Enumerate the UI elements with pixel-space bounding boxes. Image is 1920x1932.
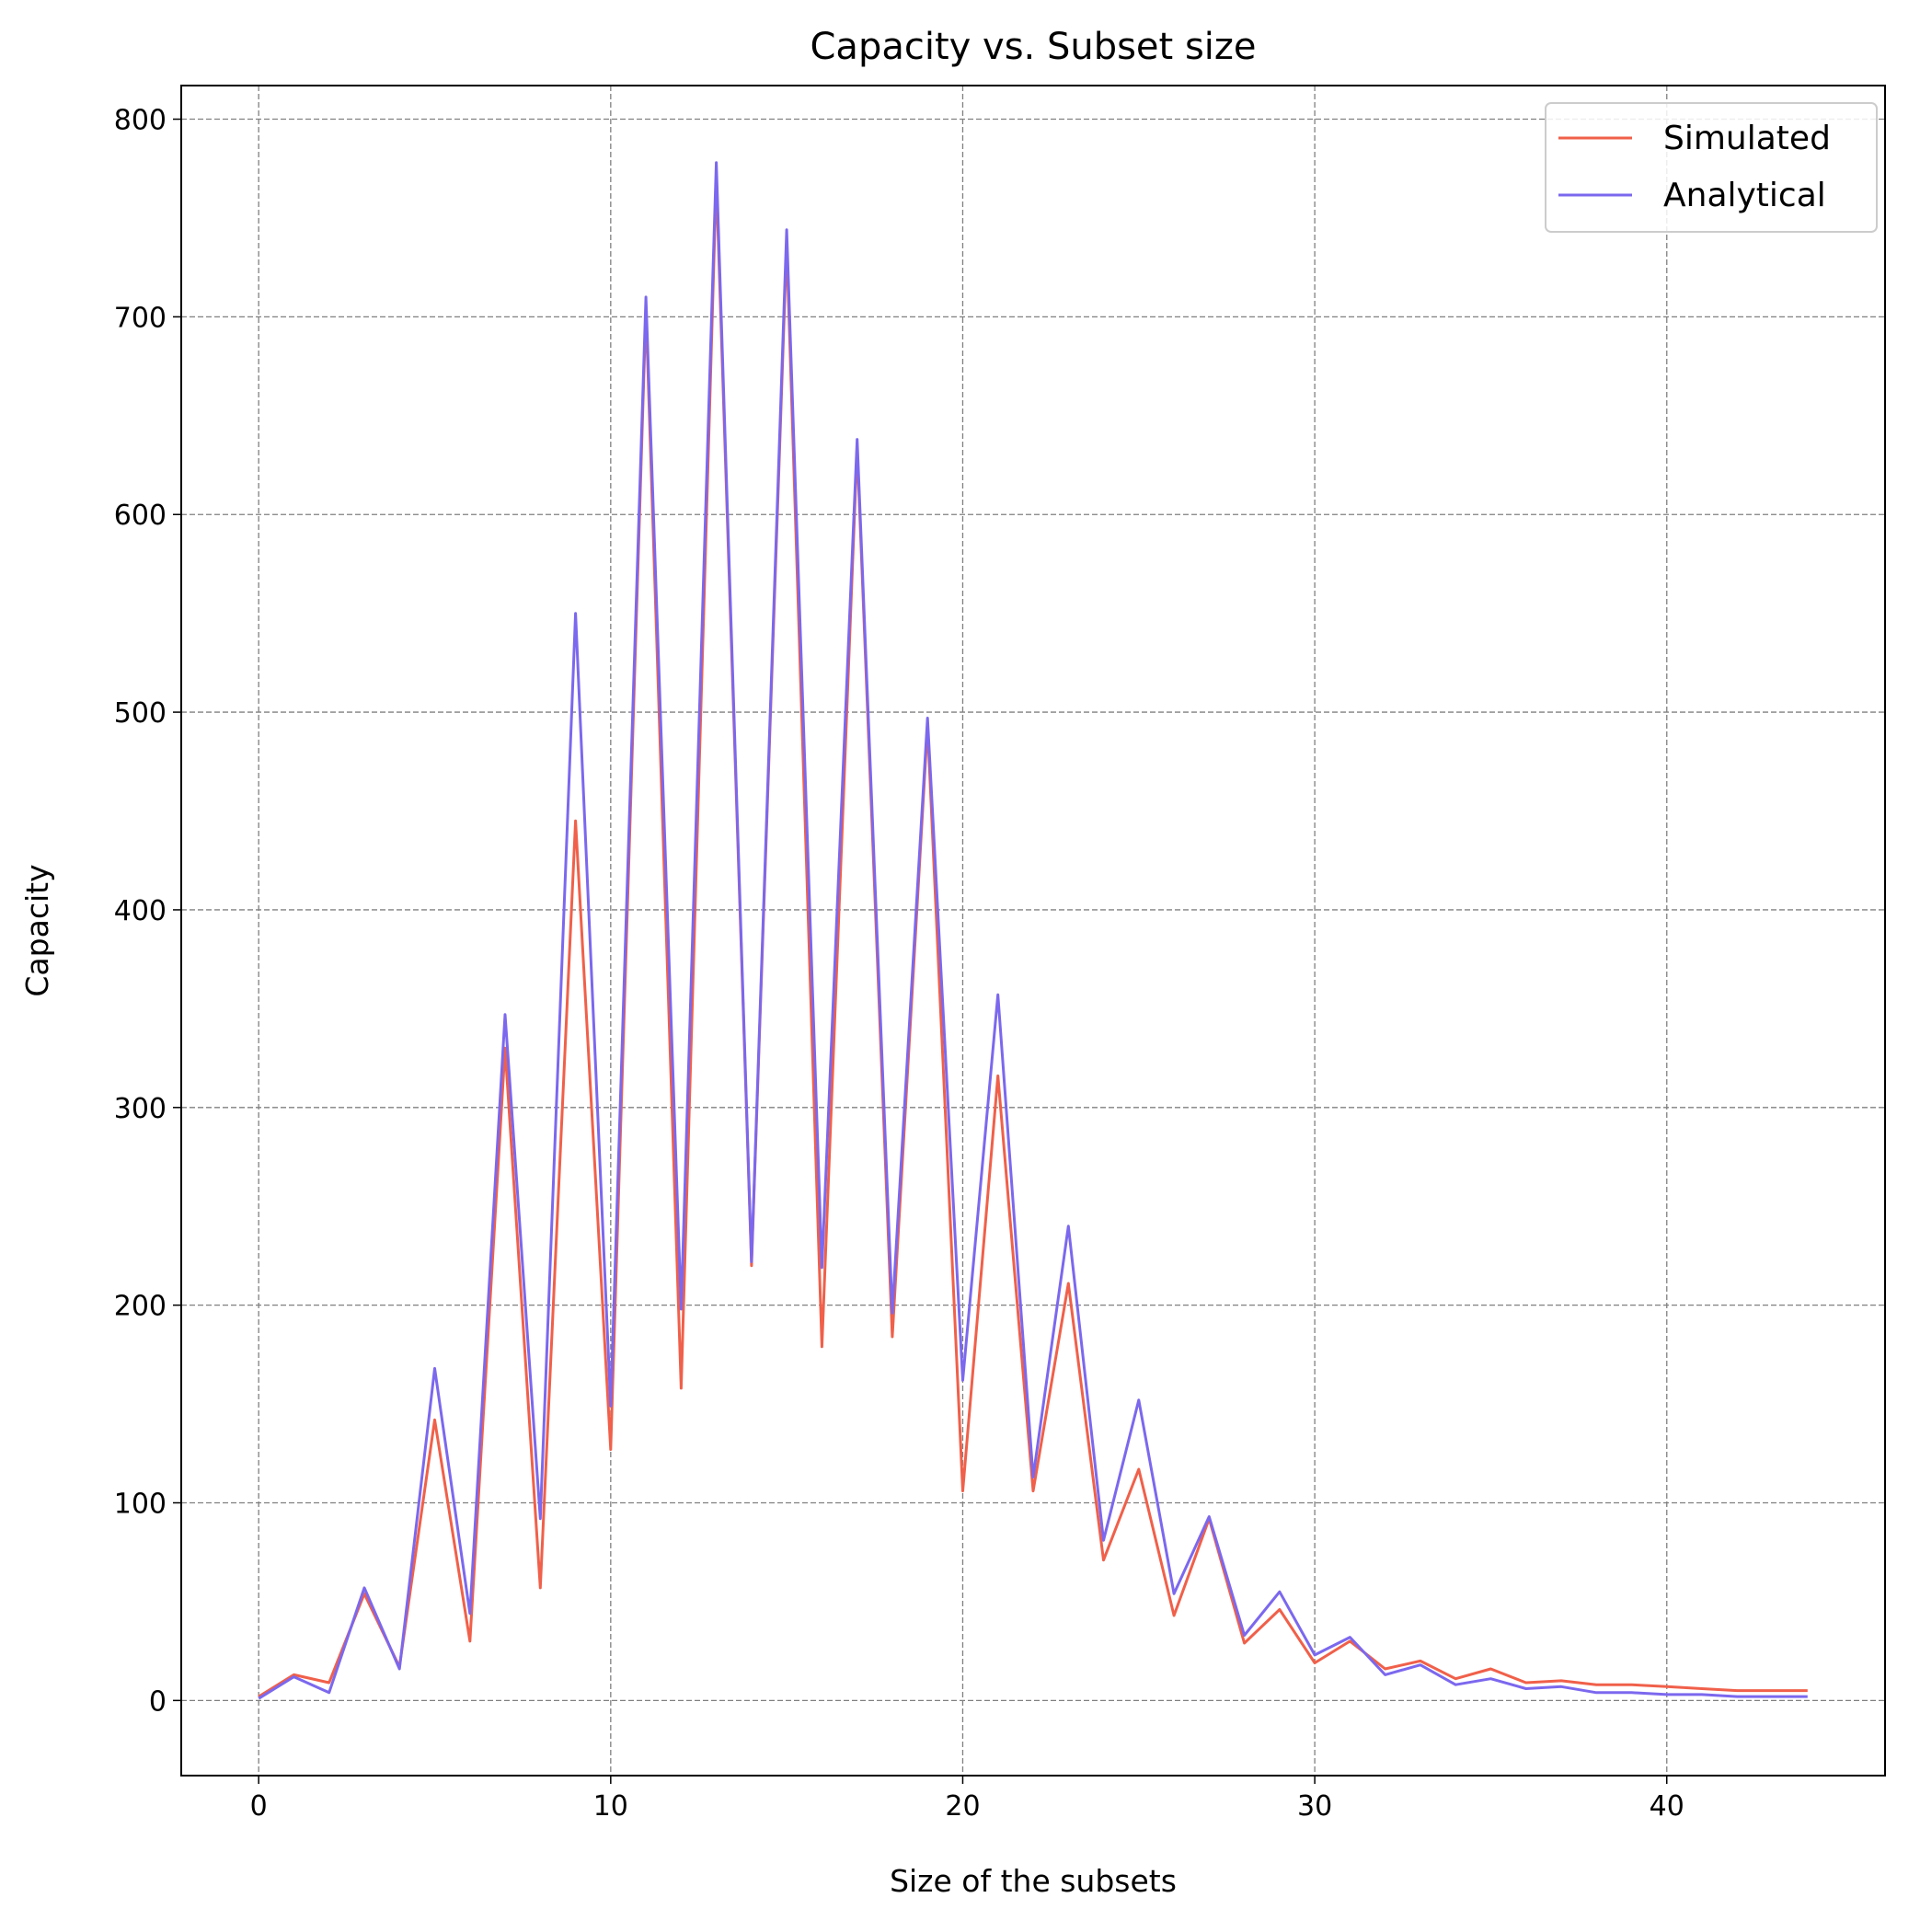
- grid-lines: [181, 86, 1885, 1776]
- x-tick-label: 0: [250, 1790, 268, 1823]
- legend-label-simulated: Simulated: [1663, 120, 1831, 157]
- series-line-analytical: [258, 161, 1808, 1700]
- x-axis-title: Size of the subsets: [890, 1863, 1177, 1899]
- y-tick-label: 200: [114, 1291, 167, 1323]
- y-tick-label: 400: [114, 895, 167, 927]
- series-line-simulated: [258, 177, 1808, 1698]
- y-tick-label: 0: [149, 1685, 167, 1718]
- legend: Simulated Analytical: [1545, 102, 1878, 233]
- legend-label-analytical: Analytical: [1663, 177, 1826, 214]
- plot-frame: [180, 85, 1886, 1777]
- legend-box: [1545, 102, 1878, 233]
- x-tick-label: 20: [945, 1790, 980, 1823]
- x-tick-label: 10: [593, 1790, 628, 1823]
- y-tick-label: 600: [114, 500, 167, 532]
- series-lines: [258, 161, 1808, 1700]
- chart-title: Capacity vs. Subset size: [811, 26, 1257, 68]
- y-tick-label: 100: [114, 1489, 167, 1521]
- y-tick-label: 300: [114, 1093, 167, 1125]
- y-tick-label: 500: [114, 697, 167, 730]
- y-tick-label: 800: [114, 105, 167, 137]
- x-tick-label: 30: [1297, 1790, 1332, 1823]
- y-axis-title: Capacity: [19, 864, 55, 996]
- x-tick-label: 40: [1650, 1790, 1684, 1823]
- y-tick-label: 700: [114, 302, 167, 334]
